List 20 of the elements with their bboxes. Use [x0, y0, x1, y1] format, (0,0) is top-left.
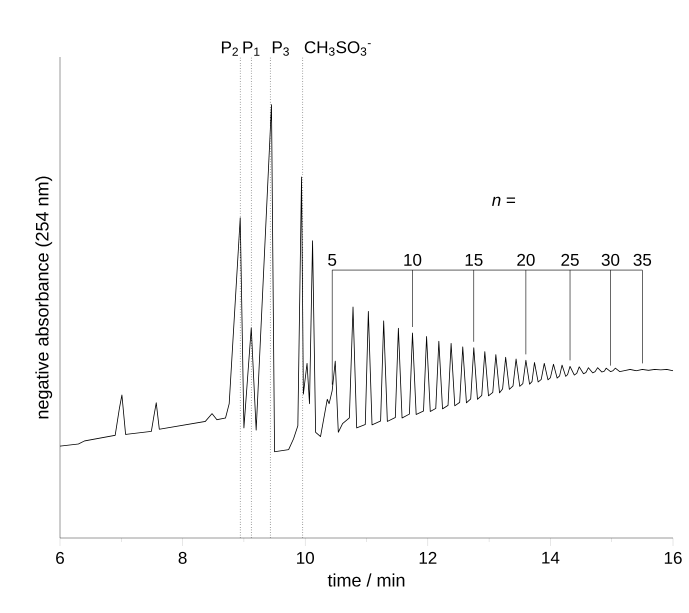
x-tick-label: 16 — [664, 552, 682, 564]
ref-line-label: P$_{1}$ — [243, 42, 260, 56]
annotation: 30 — [602, 254, 620, 266]
x-tick-label: 14 — [542, 552, 560, 564]
x-axis-title: time / min — [328, 573, 404, 587]
ref-line-label: CH$_{3}$SO$_{3}$- — [304, 41, 371, 56]
annotation: 25 — [561, 254, 579, 266]
annotation: 35 — [634, 254, 652, 266]
annotation: 15 — [466, 254, 483, 266]
annotation: 20 — [517, 254, 535, 266]
x-tick-label: 6 — [56, 552, 64, 564]
annotation: 5 — [328, 254, 336, 266]
x-tick-label: 10 — [297, 552, 314, 564]
ref-line-label: P$_{3}$ — [272, 41, 289, 56]
ref-line-label: P$_{2}$ — [222, 42, 238, 56]
x-tick-label: 8 — [178, 552, 187, 564]
annotation: n = — [492, 196, 516, 206]
y-axis-title: negative absorbance (254 nm) — [35, 176, 52, 418]
x-tick-label: 12 — [420, 552, 436, 564]
annotation: 10 — [404, 254, 422, 266]
